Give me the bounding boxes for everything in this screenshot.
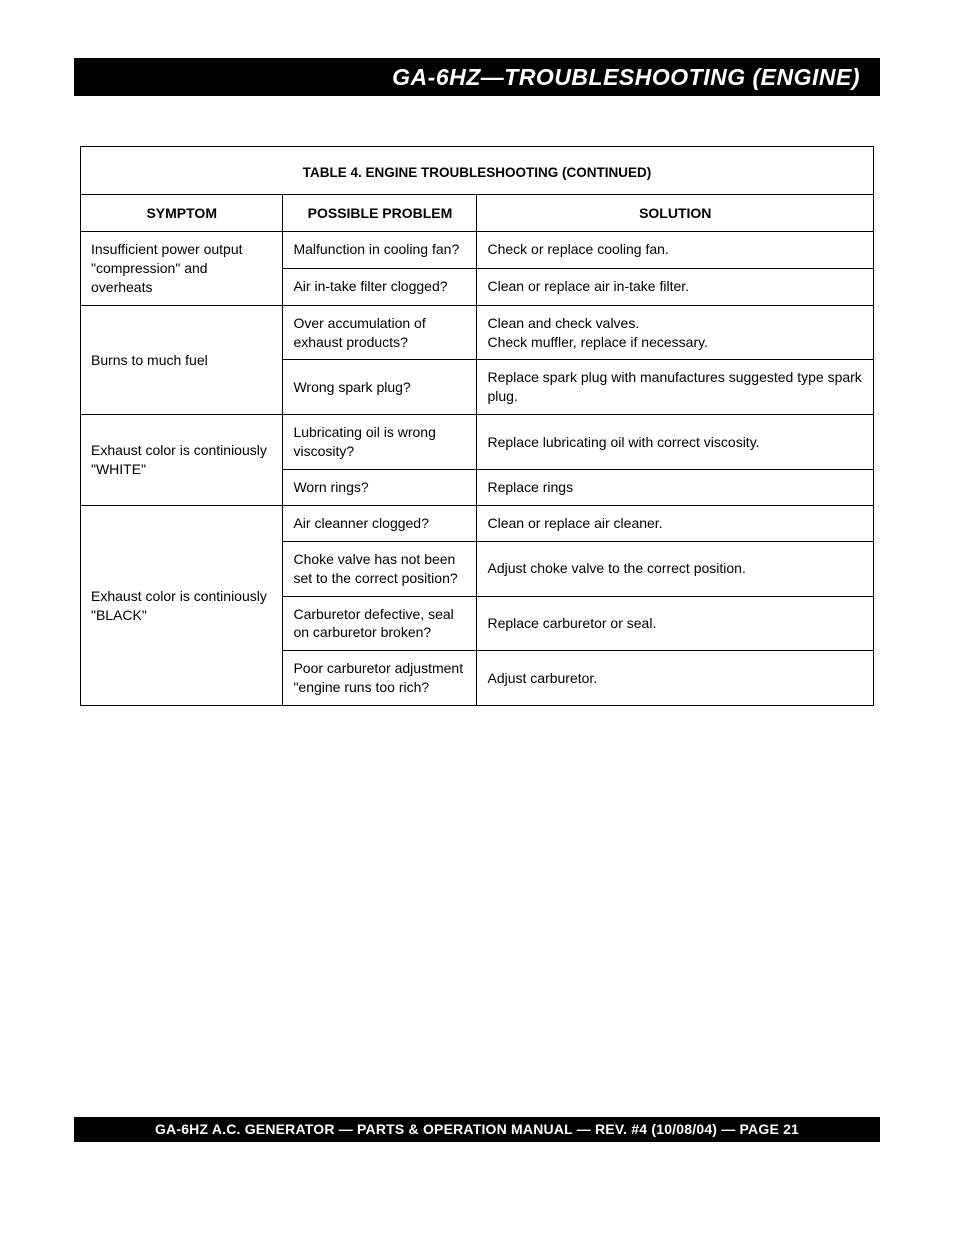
table-row: Burns to much fuelOver accumulation of e… [81, 305, 873, 360]
troubleshooting-table: SYMPTOM POSSIBLE PROBLEM SOLUTION Insuff… [81, 195, 873, 705]
cell-problem: Wrong spark plug? [283, 360, 477, 415]
footer-text: GA-6HZ A.C. GENERATOR — PARTS & OPERATIO… [155, 1121, 799, 1137]
cell-solution: Adjust choke valve to the correct positi… [477, 541, 873, 596]
col-header-solution: SOLUTION [477, 195, 873, 232]
page-container: GA-6HZ—TROUBLESHOOTING (ENGINE) TABLE 4.… [0, 0, 954, 1235]
table-body: Insufficient power output "compression" … [81, 232, 873, 706]
header-title: GA-6HZ—TROUBLESHOOTING (ENGINE) [392, 64, 860, 91]
cell-solution: Clean or replace air cleaner. [477, 505, 873, 541]
cell-problem: Worn rings? [283, 470, 477, 506]
cell-symptom: Insufficient power output "compression" … [81, 232, 283, 306]
cell-solution: Replace rings [477, 470, 873, 506]
cell-symptom: Burns to much fuel [81, 305, 283, 415]
cell-solution: Check or replace cooling fan. [477, 232, 873, 269]
cell-symptom: Exhaust color is continiously "BLACK" [81, 505, 283, 705]
cell-problem: Air cleanner clogged? [283, 505, 477, 541]
col-header-problem: POSSIBLE PROBLEM [283, 195, 477, 232]
table-row: Insufficient power output "compression" … [81, 232, 873, 269]
cell-problem: Air in-take filter clogged? [283, 268, 477, 305]
cell-problem: Malfunction in cooling fan? [283, 232, 477, 269]
cell-problem: Carburetor defective, seal on carburetor… [283, 596, 477, 651]
cell-solution: Clean or replace air in-take filter. [477, 268, 873, 305]
cell-problem: Choke valve has not been set to the corr… [283, 541, 477, 596]
cell-problem: Over accumulation of exhaust products? [283, 305, 477, 360]
col-header-symptom: SYMPTOM [81, 195, 283, 232]
cell-solution: Clean and check valves.Check muffler, re… [477, 305, 873, 360]
table-row: Exhaust color is continiously "WHITE"Lub… [81, 415, 873, 470]
table-title: TABLE 4. ENGINE TROUBLESHOOTING (CONTINU… [81, 147, 873, 195]
cell-symptom: Exhaust color is continiously "WHITE" [81, 415, 283, 506]
cell-problem: Poor carburetor adjustment "engine runs … [283, 651, 477, 705]
table-header-row: SYMPTOM POSSIBLE PROBLEM SOLUTION [81, 195, 873, 232]
cell-solution: Replace carburetor or seal. [477, 596, 873, 651]
header-bar: GA-6HZ—TROUBLESHOOTING (ENGINE) [74, 58, 880, 96]
cell-problem: Lubricating oil is wrong viscosity? [283, 415, 477, 470]
footer-bar: GA-6HZ A.C. GENERATOR — PARTS & OPERATIO… [74, 1117, 880, 1142]
cell-solution: Adjust carburetor. [477, 651, 873, 705]
cell-solution: Replace lubricating oil with correct vis… [477, 415, 873, 470]
cell-solution: Replace spark plug with manufactures sug… [477, 360, 873, 415]
table-row: Exhaust color is continiously "BLACK"Air… [81, 505, 873, 541]
troubleshooting-table-wrapper: TABLE 4. ENGINE TROUBLESHOOTING (CONTINU… [80, 146, 874, 706]
